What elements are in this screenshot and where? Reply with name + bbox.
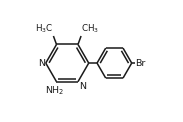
Text: CH$_3$: CH$_3$ bbox=[81, 22, 99, 35]
Text: Br: Br bbox=[135, 59, 146, 68]
Text: H$_3$C: H$_3$C bbox=[35, 22, 53, 35]
Text: N: N bbox=[79, 82, 86, 91]
Text: NH$_2$: NH$_2$ bbox=[45, 84, 65, 97]
Text: N: N bbox=[38, 59, 45, 68]
